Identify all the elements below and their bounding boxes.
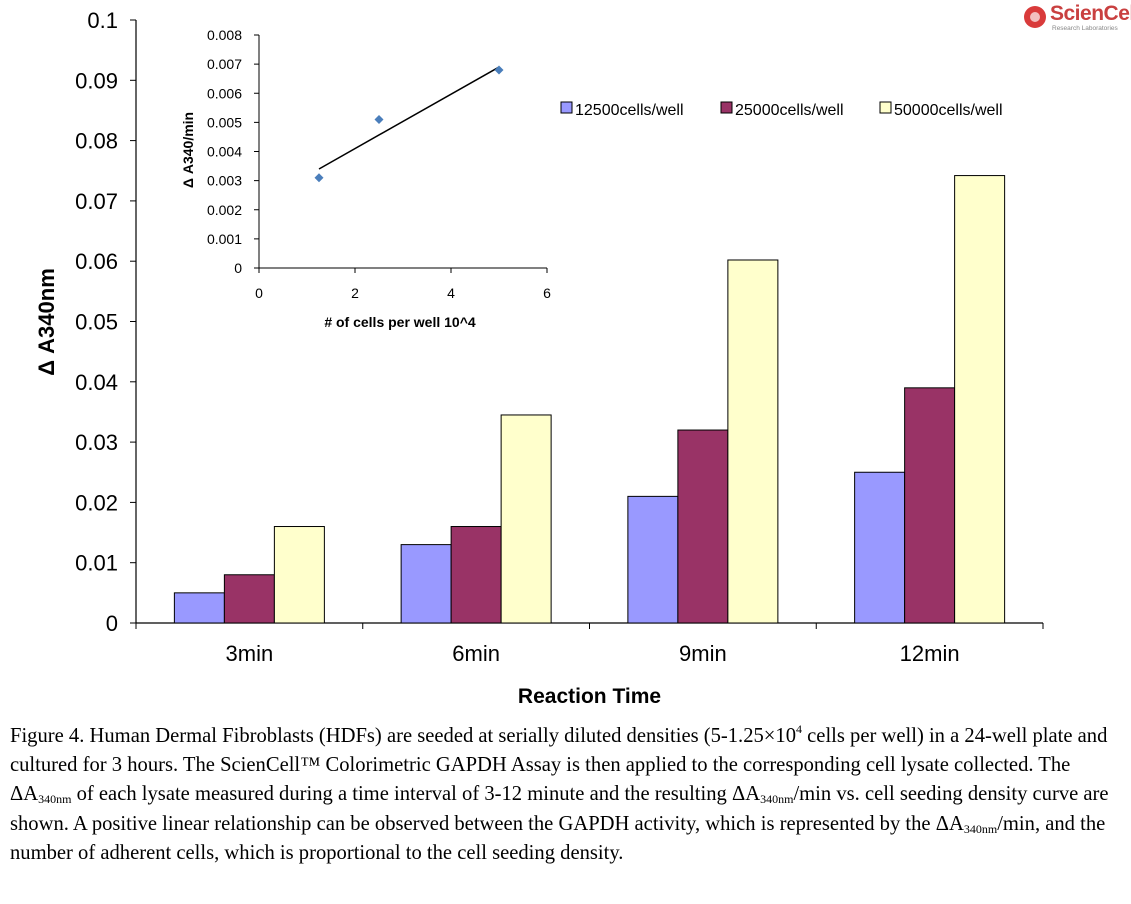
caption-part-4: /min vs. cell seeding density curve are … xyxy=(10,783,1109,835)
sciencell-logo: ScienCell Research Laboratories xyxy=(1024,2,1131,34)
y-tick-label: 0 xyxy=(106,611,118,636)
bar xyxy=(400,544,452,624)
inset-data-point xyxy=(314,173,324,183)
y-tick-label: 0.08 xyxy=(75,129,118,154)
bar xyxy=(223,574,275,624)
y-tick-label: 0.03 xyxy=(75,430,118,455)
inset-data-point xyxy=(494,65,504,75)
caption-part-5: /min, and the number of adherent cells, … xyxy=(10,812,1106,864)
x-tick-label: 3min xyxy=(226,641,274,666)
inset-y-tick-label: 0.007 xyxy=(207,56,242,72)
inset-y-axis-title: Δ A340/min xyxy=(180,112,196,188)
logo-icon xyxy=(1024,6,1046,28)
figure-caption: Figure 4. Human Dermal Fibroblasts (HDFs… xyxy=(10,722,1128,868)
bar xyxy=(273,526,325,624)
legend-label: 12500cells/well xyxy=(575,102,684,119)
y-axis-title: Δ A340nm xyxy=(34,268,59,376)
inset-data-point xyxy=(374,114,384,124)
bar xyxy=(904,387,956,624)
legend-swatch xyxy=(879,101,892,114)
inset-y-tick-label: 0.004 xyxy=(207,144,242,160)
logo-subtitle: Research Laboratories xyxy=(1052,25,1118,32)
y-tick-label: 0.02 xyxy=(75,490,118,515)
legend-swatch xyxy=(560,101,573,114)
y-tick-label: 0.05 xyxy=(75,310,118,335)
bar xyxy=(173,592,225,624)
logo-name: ScienCell xyxy=(1050,2,1131,25)
caption-part-2: cells per well) in a 24-well plate and c… xyxy=(10,725,1108,806)
caption-sub-2: 340nm xyxy=(760,792,794,807)
inset-y-tick-label: 0.006 xyxy=(207,85,242,101)
legend-label: 25000cells/well xyxy=(735,102,844,119)
y-tick-label: 0.07 xyxy=(75,189,118,214)
caption-part-3: of each lysate measured during a time in… xyxy=(71,783,761,806)
legend-swatch xyxy=(720,101,733,114)
inset-y-tick-label: 0 xyxy=(234,260,242,276)
inset-x-tick-label: 4 xyxy=(447,285,455,301)
bar xyxy=(500,414,552,624)
bar xyxy=(627,495,679,624)
gapdh-chart: 0 0.01 0.02 0.03 0.04 0.05 0.06 0.07 0.08 0.09 0.1… xyxy=(34,8,1044,708)
bar xyxy=(677,429,729,624)
inset-y-tick-label: 0.002 xyxy=(207,202,242,218)
caption-sub-3: 340nm xyxy=(963,821,998,836)
x-tick-label: 6min xyxy=(452,641,500,666)
y-tick-label: 0.04 xyxy=(75,370,118,395)
inset-y-tick-label: 0.001 xyxy=(207,231,242,247)
inset-x-tick-label: 2 xyxy=(351,285,359,301)
inset-y-tick-label: 0.008 xyxy=(207,27,242,43)
bar xyxy=(450,526,502,624)
inset-x-axis-title: # of cells per well 10^4 xyxy=(324,314,476,330)
inset-y-tick-label: 0.003 xyxy=(207,173,242,189)
y-tick-label: 0.01 xyxy=(75,551,118,576)
caption-sup-1: 4 xyxy=(796,722,803,736)
x-tick-label: 12min xyxy=(900,641,960,666)
x-axis-title: Reaction Time xyxy=(518,685,661,708)
caption-part-1: Figure 4. Human Dermal Fibroblasts (HDFs… xyxy=(10,725,797,747)
y-tick-label: 0.09 xyxy=(75,68,118,93)
inset-y-tick-label: 0.005 xyxy=(207,114,242,130)
y-tick-label: 0.1 xyxy=(87,8,118,33)
bar xyxy=(854,471,906,624)
legend-label: 50000cells/well xyxy=(894,102,1003,119)
inset-x-tick-label: 6 xyxy=(543,285,551,301)
bar xyxy=(727,259,779,624)
bar xyxy=(954,175,1006,624)
x-tick-label: 9min xyxy=(679,641,727,666)
inset-x-tick-label: 0 xyxy=(255,285,263,301)
inset-trendline xyxy=(318,66,500,170)
y-tick-label: 0.06 xyxy=(75,249,118,274)
caption-sub-1: 340nm xyxy=(38,792,72,807)
